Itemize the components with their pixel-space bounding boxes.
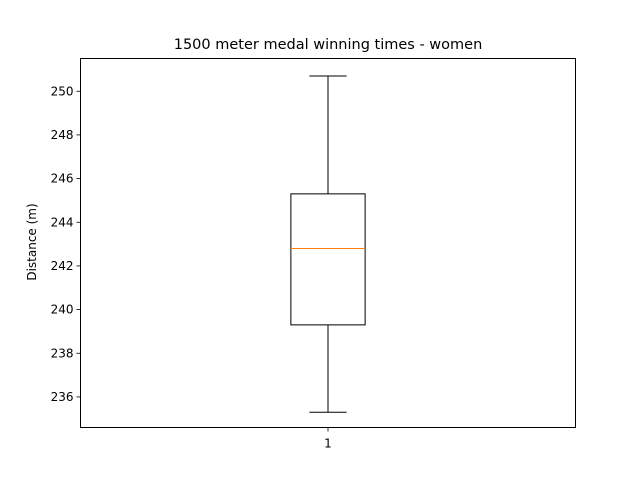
x-axis: 1 bbox=[324, 427, 332, 451]
y-tick-label: 242 bbox=[51, 259, 74, 273]
y-tick-label: 248 bbox=[51, 128, 74, 142]
y-tick-label: 244 bbox=[51, 215, 74, 229]
box-group bbox=[290, 75, 366, 413]
y-axis: 236 238 240 242 244 246 248 250 bbox=[51, 84, 81, 404]
y-axis-label: Distance (m) bbox=[25, 203, 39, 280]
y-tick-label: 238 bbox=[51, 346, 74, 360]
y-tick-label: 250 bbox=[51, 84, 74, 98]
y-tick-label: 240 bbox=[51, 303, 74, 317]
plot-content bbox=[290, 75, 366, 413]
interquartile-box bbox=[290, 193, 366, 326]
y-tick-label: 236 bbox=[51, 390, 74, 404]
y-tick-label: 246 bbox=[51, 172, 74, 186]
chart-title: 1500 meter medal winning times - women bbox=[174, 37, 483, 53]
x-tick-label: 1 bbox=[324, 437, 332, 451]
